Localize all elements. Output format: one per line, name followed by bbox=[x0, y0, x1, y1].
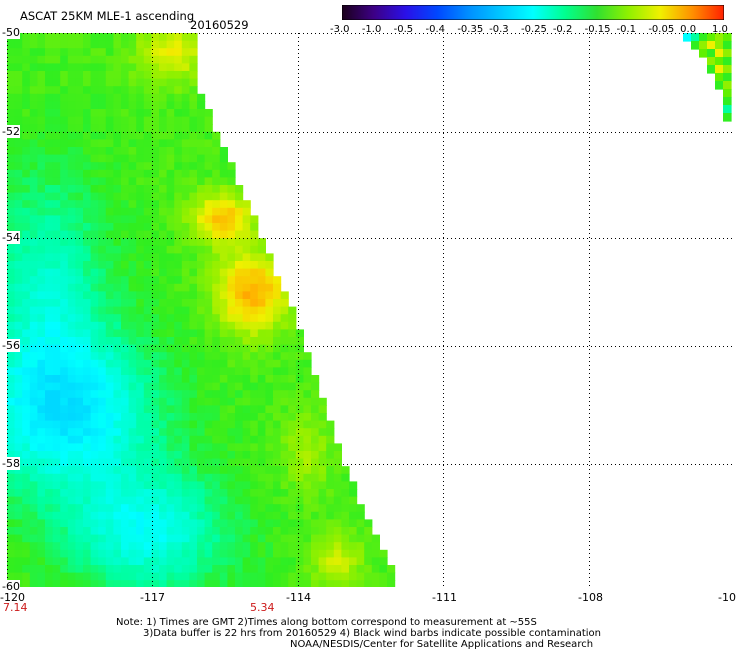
note-line-3: NOAA/NESDIS/Center for Satellite Applica… bbox=[290, 639, 594, 650]
colorbar-label: -0.5 bbox=[393, 24, 414, 35]
colorbar bbox=[342, 5, 724, 20]
product-title: ASCAT 25KM MLE-1 ascending bbox=[20, 9, 195, 23]
colorbar-labels: -3.0 -1.0 -0.5 -0.4 -0.35 -0.3 -0.25 -0.2 -0.15-… bbox=[0, 24, 740, 36]
lon-label: -117 bbox=[140, 591, 165, 604]
colorbar-label: -0.1 bbox=[616, 24, 637, 35]
product-date: 20160529 bbox=[190, 18, 249, 32]
note-line-1: Note: 1) Times are GMT 2)Times along bot… bbox=[116, 617, 537, 628]
lon-label: -111 bbox=[432, 591, 457, 604]
lat-label: -50 bbox=[2, 26, 20, 39]
lat-label: -52 bbox=[2, 125, 20, 138]
note-line-2: 3)Data buffer is 22 hrs from 20160529 4)… bbox=[143, 628, 601, 639]
lon-label: -114 bbox=[286, 591, 311, 604]
lon-label: -108 bbox=[578, 591, 603, 604]
time-label-mid: 5.34 bbox=[250, 601, 275, 614]
swath-cells bbox=[7, 33, 396, 587]
colorbar-label: -0.25 bbox=[521, 24, 547, 35]
corner-swath-cells bbox=[683, 33, 732, 122]
lat-label: -60 bbox=[2, 580, 20, 593]
colorbar-label: -0.05 bbox=[648, 24, 675, 35]
colorbar-label: -0.15 bbox=[584, 24, 611, 35]
colorbar-label: -0.3 bbox=[489, 24, 509, 35]
colorbar-label: 1.0 bbox=[712, 24, 728, 35]
colorbar-label: -3.0 bbox=[330, 24, 350, 35]
lon-label: -120 bbox=[0, 591, 25, 604]
time-label-left: 7.14 bbox=[3, 601, 28, 614]
colorbar-label: -0.4 bbox=[425, 24, 446, 35]
colorbar-bar bbox=[342, 5, 724, 20]
colorbar-label: -0.2 bbox=[552, 24, 573, 35]
map-frame bbox=[7, 33, 732, 587]
colorbar-gradient bbox=[342, 5, 724, 20]
lat-label: -56 bbox=[2, 339, 20, 352]
colorbar-label: 0.0 bbox=[680, 24, 697, 35]
wind-swath-map bbox=[7, 33, 732, 587]
lat-label: -58 bbox=[2, 457, 20, 470]
lat-label: -54 bbox=[2, 231, 20, 244]
colorbar-label: -1.0 bbox=[361, 24, 382, 35]
colorbar-label: -0.35 bbox=[457, 24, 484, 35]
lon-label: -10 bbox=[718, 591, 736, 604]
